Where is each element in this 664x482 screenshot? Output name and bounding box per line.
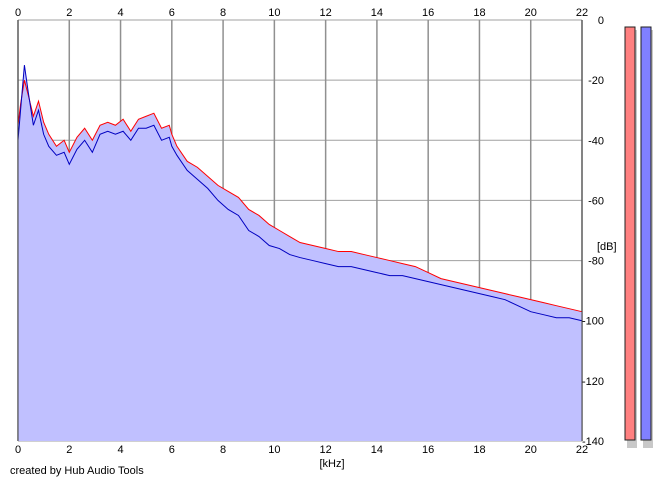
y-tick-label: -80 — [588, 256, 604, 268]
x-tick-label-top: 10 — [268, 7, 280, 19]
x-tick-label-bottom: 18 — [473, 444, 485, 456]
x-tick-label-top: 4 — [117, 7, 123, 19]
x-tick-label-bottom: 12 — [320, 444, 332, 456]
x-tick-label-bottom: 22 — [576, 444, 588, 456]
x-tick-label-bottom: 6 — [169, 444, 175, 456]
credit-text: created by Hub Audio Tools — [10, 465, 144, 477]
x-tick-label-top: 8 — [220, 7, 226, 19]
y-tick-label: -100 — [582, 316, 604, 328]
x-tick-label-top: 14 — [371, 7, 383, 19]
series-line-1 — [17, 65, 583, 322]
x-tick-label-top: 6 — [169, 7, 175, 19]
y-tick-label: -120 — [582, 376, 604, 388]
spectrum-fill-area — [18, 65, 582, 441]
x-tick-label-top: 2 — [66, 7, 72, 19]
x-tick-label-bottom: 14 — [371, 444, 383, 456]
x-tick-label-bottom: 8 — [220, 444, 226, 456]
x-axis-label: [kHz] — [319, 458, 344, 470]
series-line-0 — [17, 80, 583, 313]
series-group — [17, 65, 583, 322]
level-meter-bar — [624, 26, 636, 441]
y-tick-label: -140 — [582, 436, 604, 448]
x-tick-label-top: 12 — [320, 7, 332, 19]
x-tick-label-bottom: 4 — [117, 444, 123, 456]
x-tick-label-bottom: 20 — [525, 444, 537, 456]
x-tick-label-bottom: 10 — [268, 444, 280, 456]
tick-labels: 002244668810101212141416161818202022220-… — [15, 7, 604, 456]
x-tick-label-top: 16 — [422, 7, 434, 19]
x-tick-label-bottom: 2 — [66, 444, 72, 456]
x-tick-label-top: 22 — [576, 7, 588, 19]
y-axis-label: [dB] — [597, 241, 617, 253]
y-tick-label: -20 — [588, 75, 604, 87]
y-tick-label: -40 — [588, 135, 604, 147]
x-tick-label-top: 20 — [525, 7, 537, 19]
level-meters — [624, 26, 653, 448]
x-tick-label-top: 0 — [15, 7, 21, 19]
y-tick-label: 0 — [598, 15, 604, 27]
x-tick-label-top: 18 — [473, 7, 485, 19]
level-meter-bar — [640, 26, 652, 441]
y-tick-label: -60 — [588, 195, 604, 207]
x-tick-label-bottom: 0 — [15, 444, 21, 456]
x-tick-label-bottom: 16 — [422, 444, 434, 456]
